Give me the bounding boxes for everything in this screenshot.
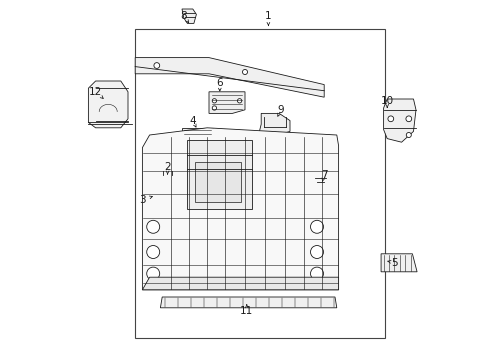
Polygon shape — [151, 189, 196, 205]
Text: 1: 1 — [265, 11, 272, 21]
Polygon shape — [209, 92, 245, 113]
Circle shape — [147, 220, 160, 233]
Polygon shape — [143, 128, 339, 290]
Circle shape — [311, 220, 323, 233]
Polygon shape — [143, 277, 339, 290]
Circle shape — [406, 116, 412, 122]
Circle shape — [164, 170, 171, 176]
Bar — [195, 162, 242, 202]
Circle shape — [187, 131, 192, 136]
Bar — [135, 29, 386, 338]
Circle shape — [154, 63, 160, 68]
Circle shape — [311, 267, 323, 280]
Polygon shape — [187, 140, 252, 209]
Circle shape — [204, 131, 209, 136]
Text: 2: 2 — [164, 162, 171, 172]
Circle shape — [388, 116, 393, 122]
Circle shape — [212, 99, 217, 103]
Text: 6: 6 — [217, 78, 223, 88]
Bar — [157, 194, 171, 202]
Text: 3: 3 — [139, 195, 146, 205]
Polygon shape — [259, 113, 290, 137]
Polygon shape — [182, 9, 196, 23]
Circle shape — [147, 267, 160, 280]
Bar — [175, 194, 184, 202]
Circle shape — [406, 132, 411, 138]
Polygon shape — [182, 128, 213, 139]
Polygon shape — [381, 254, 417, 272]
Circle shape — [243, 69, 247, 75]
Polygon shape — [88, 81, 128, 128]
Polygon shape — [384, 99, 416, 142]
Circle shape — [238, 99, 242, 103]
Circle shape — [161, 166, 174, 179]
Text: 8: 8 — [180, 11, 187, 21]
Text: 5: 5 — [391, 258, 398, 268]
Circle shape — [311, 246, 323, 258]
Text: 10: 10 — [381, 96, 394, 106]
Polygon shape — [160, 297, 337, 308]
Text: 9: 9 — [278, 105, 284, 115]
Polygon shape — [312, 175, 330, 189]
Text: 4: 4 — [190, 116, 196, 126]
Text: 12: 12 — [89, 87, 102, 97]
Text: 7: 7 — [321, 170, 327, 180]
Text: 11: 11 — [240, 306, 253, 316]
Circle shape — [147, 246, 160, 258]
Polygon shape — [135, 58, 324, 97]
Circle shape — [212, 106, 217, 110]
Circle shape — [152, 195, 156, 199]
